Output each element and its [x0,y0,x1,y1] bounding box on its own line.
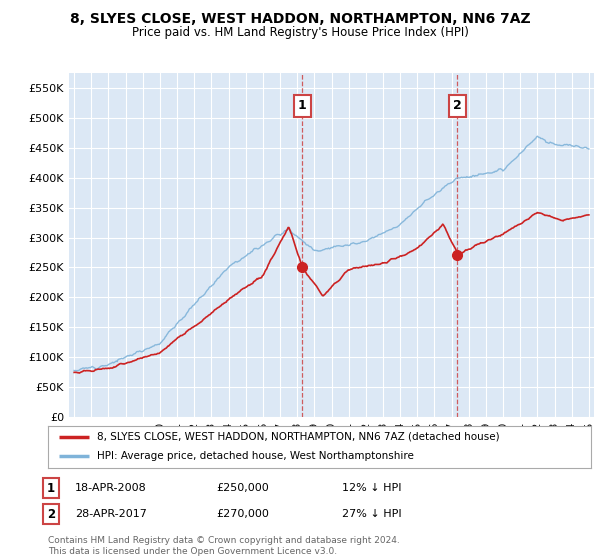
Text: 2: 2 [47,507,55,521]
Text: 2: 2 [453,99,461,112]
Text: 1: 1 [47,482,55,495]
Text: £250,000: £250,000 [216,483,269,493]
Text: Contains HM Land Registry data © Crown copyright and database right 2024.
This d: Contains HM Land Registry data © Crown c… [48,536,400,556]
Text: HPI: Average price, detached house, West Northamptonshire: HPI: Average price, detached house, West… [97,451,414,461]
Text: 28-APR-2017: 28-APR-2017 [75,509,147,519]
Text: 8, SLYES CLOSE, WEST HADDON, NORTHAMPTON, NN6 7AZ: 8, SLYES CLOSE, WEST HADDON, NORTHAMPTON… [70,12,530,26]
Text: 18-APR-2008: 18-APR-2008 [75,483,147,493]
Text: 8, SLYES CLOSE, WEST HADDON, NORTHAMPTON, NN6 7AZ (detached house): 8, SLYES CLOSE, WEST HADDON, NORTHAMPTON… [97,432,499,442]
Text: £270,000: £270,000 [216,509,269,519]
Text: Price paid vs. HM Land Registry's House Price Index (HPI): Price paid vs. HM Land Registry's House … [131,26,469,39]
Text: 12% ↓ HPI: 12% ↓ HPI [342,483,401,493]
Text: 27% ↓ HPI: 27% ↓ HPI [342,509,401,519]
Text: 1: 1 [298,99,307,112]
